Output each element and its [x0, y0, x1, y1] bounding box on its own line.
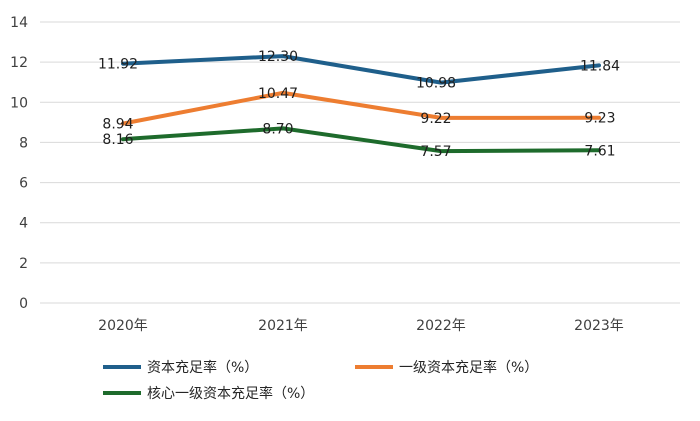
y-tick-label: 14 — [10, 15, 28, 31]
y-tick-label: 8 — [19, 135, 28, 151]
data-point — [439, 149, 443, 153]
data-point — [121, 137, 125, 141]
data-labels: 11.92 12.30 10.98 11.84 8.94 10.47 9.22 9.23 8.1… — [98, 49, 620, 160]
data-label: 7.57 — [420, 144, 451, 160]
legend-label: 核心一级资本充足率（%） — [147, 385, 314, 402]
y-tick-label: 4 — [19, 216, 28, 232]
y-tick-label: 6 — [19, 176, 28, 192]
data-label: 10.47 — [258, 86, 298, 102]
data-point — [281, 91, 285, 95]
data-point — [121, 62, 125, 66]
data-label: 12.30 — [258, 49, 298, 65]
data-point — [281, 54, 285, 58]
data-label: 8.94 — [102, 117, 133, 133]
x-tick-label: 2021年 — [258, 318, 308, 334]
series-line — [121, 90, 601, 126]
y-tick-label: 0 — [19, 296, 28, 312]
legend: 资本充足率（%） 一级资本充足率（%） 核心一级资本充足率（%） — [103, 359, 538, 402]
x-tick-label: 2022年 — [416, 318, 466, 334]
data-point — [597, 63, 601, 67]
data-point — [597, 148, 601, 152]
data-label: 8.16 — [102, 132, 133, 148]
data-point — [439, 116, 443, 120]
data-point — [281, 126, 285, 130]
data-point — [121, 122, 125, 126]
data-label: 10.98 — [416, 76, 456, 92]
data-point — [597, 116, 601, 120]
data-label: 9.22 — [420, 111, 451, 127]
series-line — [121, 54, 601, 85]
data-label: 11.84 — [580, 58, 620, 74]
y-tick-label: 10 — [10, 95, 28, 111]
y-tick-label: 2 — [19, 256, 28, 272]
data-label: 9.23 — [584, 111, 615, 127]
legend-label: 一级资本充足率（%） — [399, 359, 538, 376]
data-label: 7.61 — [584, 143, 615, 159]
x-axis-ticks: 2020年 2021年 2022年 2023年 — [98, 318, 624, 334]
y-tick-label: 12 — [10, 55, 28, 71]
series-line — [121, 126, 601, 154]
series-lines — [121, 54, 601, 154]
data-label: 11.92 — [98, 57, 138, 73]
legend-label: 资本充足率（%） — [147, 359, 258, 376]
x-tick-label: 2020年 — [98, 318, 148, 334]
data-point — [439, 81, 443, 85]
y-axis-ticks: 0 2 4 6 8 10 12 14 — [10, 15, 28, 312]
x-tick-label: 2023年 — [574, 318, 624, 334]
data-label: 8.70 — [262, 121, 293, 137]
